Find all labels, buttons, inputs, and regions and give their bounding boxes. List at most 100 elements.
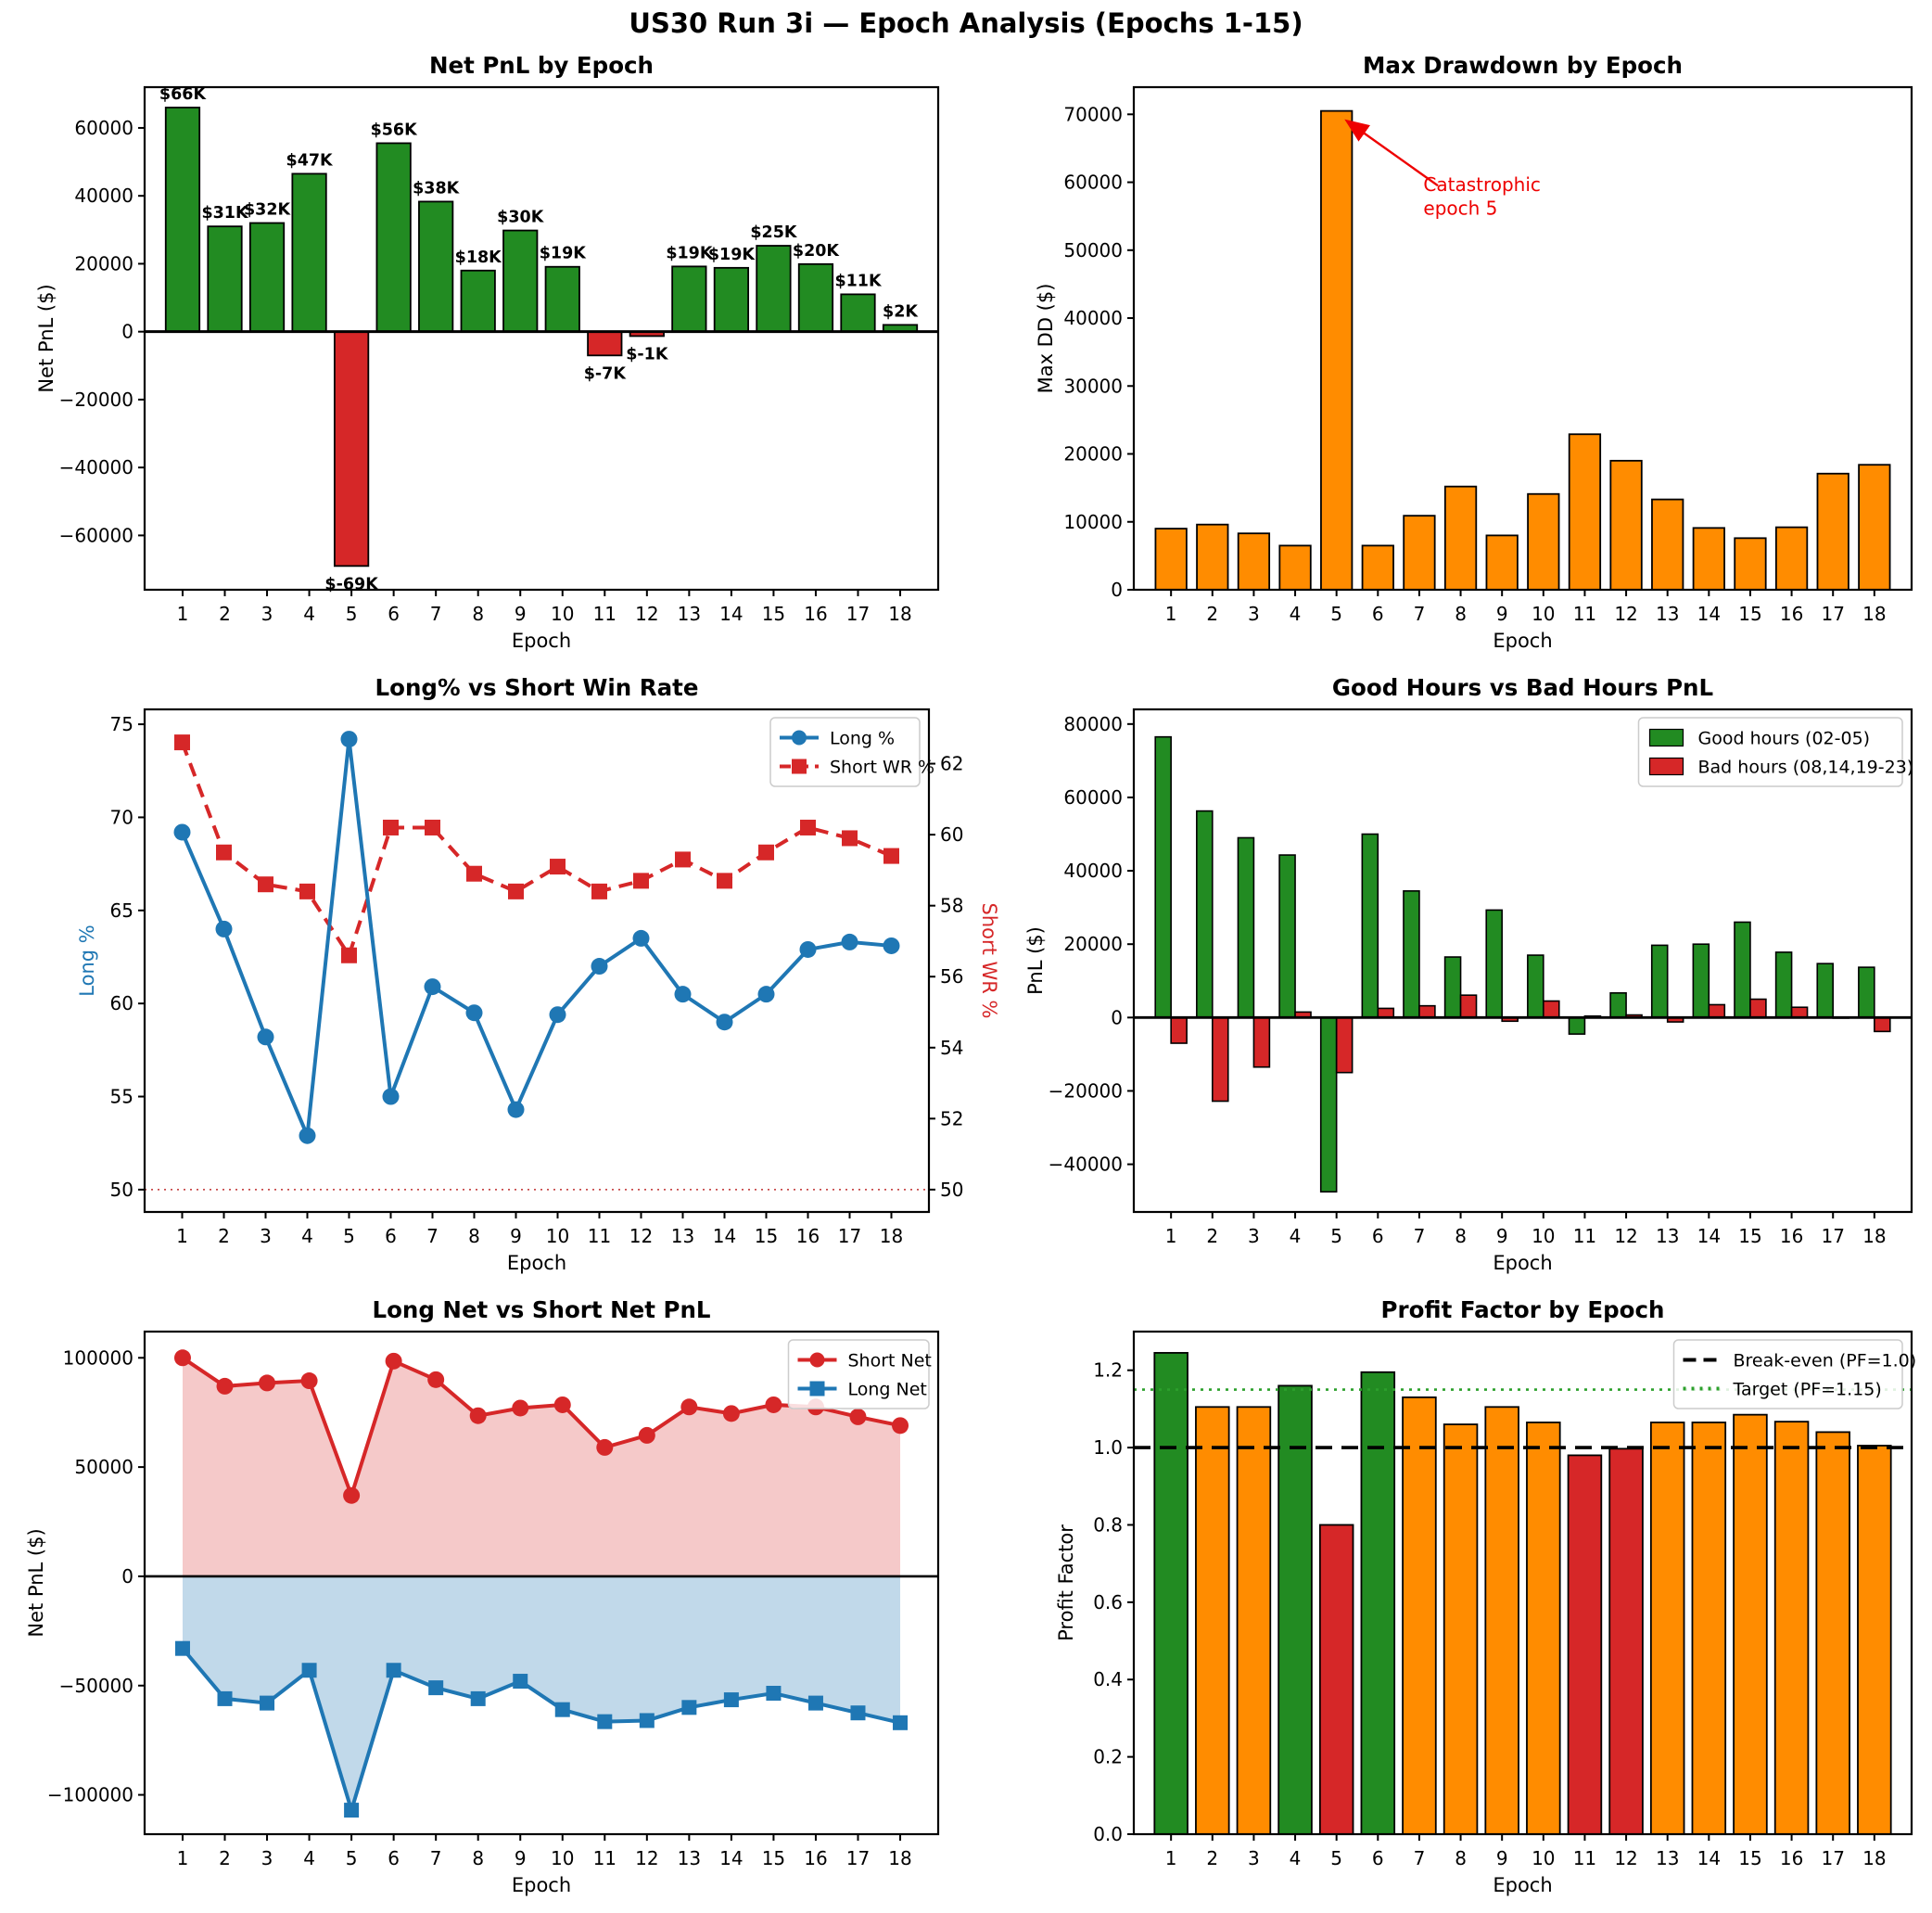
chart-title: Net PnL by Epoch bbox=[429, 52, 654, 79]
svg-text:18: 18 bbox=[1862, 1847, 1886, 1869]
bar-epoch-16 bbox=[1773, 1421, 1810, 1835]
svg-text:2: 2 bbox=[218, 1225, 230, 1247]
svg-text:75: 75 bbox=[110, 713, 133, 735]
svg-text:6: 6 bbox=[388, 1847, 400, 1869]
svg-text:7: 7 bbox=[1414, 1225, 1426, 1247]
svg-text:3: 3 bbox=[260, 1225, 272, 1247]
good-hours-bar-2 bbox=[1196, 810, 1214, 1019]
svg-text:Bad hours (08,14,19-23): Bad hours (08,14,19-23) bbox=[1698, 758, 1914, 778]
svg-text:1: 1 bbox=[176, 1225, 188, 1247]
svg-text:60: 60 bbox=[940, 823, 963, 846]
svg-text:Break-even (PF=1.0): Break-even (PF=1.0) bbox=[1734, 1351, 1917, 1371]
svg-text:52: 52 bbox=[940, 1107, 963, 1129]
svg-text:5: 5 bbox=[1330, 1225, 1342, 1247]
svg-text:15: 15 bbox=[1738, 603, 1761, 625]
y-axis-label: Profit Factor bbox=[1055, 1524, 1077, 1641]
svg-text:17: 17 bbox=[1821, 1847, 1844, 1869]
bar-epoch-8 bbox=[1443, 485, 1478, 591]
charts-grid: $66K $31K $32K $47K $-69K $56K $38K $18K $30K $19… bbox=[0, 45, 1932, 1911]
bars bbox=[1154, 735, 1891, 1193]
bad-hours-bar-3 bbox=[1252, 1016, 1271, 1068]
svg-text:Good hours (02-05): Good hours (02-05) bbox=[1698, 729, 1871, 749]
svg-text:15: 15 bbox=[762, 603, 785, 625]
bad-hours-bar-2 bbox=[1211, 1016, 1229, 1103]
bar-value-label: $18K bbox=[455, 249, 503, 267]
svg-text:7: 7 bbox=[426, 1225, 439, 1247]
svg-text:9: 9 bbox=[515, 1847, 527, 1869]
bar-value-label: $-1K bbox=[626, 345, 669, 363]
svg-text:1.2: 1.2 bbox=[1093, 1359, 1123, 1382]
svg-text:2: 2 bbox=[1206, 1225, 1218, 1247]
bar-epoch-13 bbox=[1649, 1422, 1685, 1835]
y-axis-label: Long % bbox=[76, 925, 98, 996]
bar-epoch-12 bbox=[1608, 1448, 1644, 1835]
svg-text:0.8: 0.8 bbox=[1093, 1513, 1123, 1536]
bars bbox=[164, 107, 919, 568]
svg-text:50000: 50000 bbox=[74, 1456, 133, 1478]
bar-value-label: $11K bbox=[834, 272, 883, 290]
svg-text:4: 4 bbox=[301, 1225, 313, 1247]
bar-epoch-9 bbox=[1484, 1406, 1519, 1835]
bar-epoch-1 bbox=[1153, 1352, 1188, 1835]
bar-epoch-3 bbox=[1237, 532, 1271, 591]
x-axis-label: Epoch bbox=[1493, 1874, 1552, 1896]
bar-epoch-13 bbox=[1651, 498, 1684, 591]
chart-title: Long% vs Short Win Rate bbox=[375, 674, 699, 701]
bar-epoch-11 bbox=[1567, 1454, 1603, 1835]
bar-epoch-18 bbox=[1857, 1445, 1892, 1835]
svg-text:70000: 70000 bbox=[1063, 103, 1123, 125]
svg-text:7: 7 bbox=[1414, 603, 1426, 625]
svg-text:80000: 80000 bbox=[1063, 713, 1123, 735]
bad-hours-bar-1 bbox=[1170, 1016, 1188, 1044]
figure-suptitle: US30 Run 3i — Epoch Analysis (Epochs 1-1… bbox=[629, 7, 1303, 39]
good-hours-bar-6 bbox=[1361, 833, 1379, 1019]
svg-text:10: 10 bbox=[1532, 1847, 1555, 1869]
good-hours-bar-18 bbox=[1858, 966, 1875, 1019]
svg-text:−100000: −100000 bbox=[47, 1784, 133, 1806]
svg-text:13: 13 bbox=[671, 1225, 694, 1247]
svg-text:−20000: −20000 bbox=[1049, 1079, 1123, 1102]
svg-text:56: 56 bbox=[940, 965, 963, 988]
svg-text:18: 18 bbox=[1862, 1225, 1886, 1247]
svg-text:1.0: 1.0 bbox=[1093, 1436, 1123, 1459]
svg-text:Catastrophic: Catastrophic bbox=[1423, 173, 1541, 196]
svg-text:16: 16 bbox=[1780, 1225, 1803, 1247]
svg-text:17: 17 bbox=[1821, 603, 1844, 625]
svg-text:70: 70 bbox=[110, 806, 133, 828]
good-hours-bar-8 bbox=[1443, 956, 1462, 1019]
bad-hours-bar-8 bbox=[1459, 994, 1478, 1019]
svg-text:50: 50 bbox=[110, 1179, 133, 1201]
bad-hours-bar-6 bbox=[1377, 1007, 1395, 1019]
svg-text:7: 7 bbox=[430, 1847, 442, 1869]
good-hours-bar-13 bbox=[1650, 944, 1669, 1019]
svg-text:6: 6 bbox=[1372, 1225, 1384, 1247]
bars bbox=[1154, 109, 1891, 591]
svg-text:5: 5 bbox=[1330, 1847, 1342, 1869]
bad-hours-bar-15 bbox=[1749, 998, 1767, 1019]
svg-text:epoch 5: epoch 5 bbox=[1423, 198, 1497, 220]
chart-title: Profit Factor by Epoch bbox=[1381, 1296, 1665, 1323]
svg-text:100000: 100000 bbox=[63, 1346, 133, 1369]
svg-text:Short Net: Short Net bbox=[848, 1351, 932, 1371]
svg-text:50000: 50000 bbox=[1063, 239, 1123, 261]
svg-text:16: 16 bbox=[796, 1225, 820, 1247]
svg-text:10: 10 bbox=[1532, 603, 1555, 625]
svg-text:18: 18 bbox=[1862, 603, 1886, 625]
y-axis-label: Net PnL ($) bbox=[25, 1528, 47, 1637]
bar-epoch-9 bbox=[1485, 534, 1519, 591]
svg-text:60000: 60000 bbox=[1063, 786, 1123, 809]
bar-epoch-14 bbox=[1692, 527, 1725, 591]
bar-epoch-11 bbox=[1568, 433, 1602, 591]
svg-text:10: 10 bbox=[551, 1847, 574, 1869]
bar-epoch-10 bbox=[1526, 1422, 1561, 1835]
svg-text:13: 13 bbox=[1656, 603, 1679, 625]
svg-text:18: 18 bbox=[880, 1225, 903, 1247]
svg-text:13: 13 bbox=[1656, 1847, 1679, 1869]
long-pct-line bbox=[180, 738, 892, 1137]
